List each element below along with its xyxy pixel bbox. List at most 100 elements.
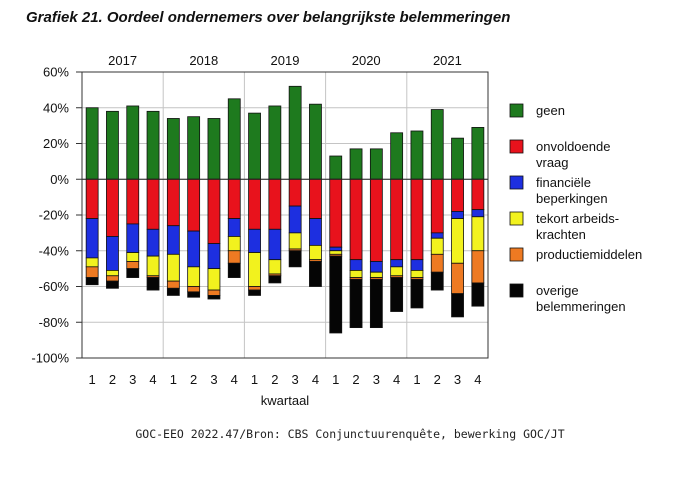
bar-segment bbox=[166, 225, 180, 255]
x-tick-label: 2 bbox=[109, 372, 116, 387]
bar-segment bbox=[106, 275, 119, 282]
legend-label: financiële beperkingen bbox=[536, 175, 608, 206]
bar-segment bbox=[106, 178, 119, 237]
x-tick-label: 4 bbox=[149, 372, 156, 387]
bar-segment bbox=[227, 250, 241, 264]
bar-segment bbox=[268, 275, 282, 284]
y-tick-label: -80% bbox=[39, 315, 70, 330]
bar-segment bbox=[471, 209, 485, 218]
legend-label: overige belemmeringen bbox=[536, 283, 626, 314]
bar-segment bbox=[85, 218, 99, 259]
bar-segment bbox=[126, 223, 140, 253]
bar-segment bbox=[187, 230, 201, 268]
bar-segment bbox=[410, 178, 424, 261]
bar-segment bbox=[471, 127, 485, 180]
bar-segment bbox=[248, 252, 261, 287]
bar-segment bbox=[369, 148, 383, 180]
bar-segment bbox=[207, 295, 221, 300]
bar-segment bbox=[369, 278, 383, 329]
bar-segment bbox=[349, 148, 363, 180]
bar-segment bbox=[146, 255, 160, 277]
x-tick-label: 2 bbox=[271, 372, 278, 387]
x-tick-label: 2 bbox=[352, 372, 359, 387]
year-label: 2020 bbox=[352, 53, 381, 68]
bar-segment bbox=[268, 259, 282, 275]
bar-segment bbox=[451, 293, 464, 318]
axis-layer: -100% -80% -60% -40% -20% 0% 20% 40% 60% 2017 2018… bbox=[31, 53, 481, 408]
bar-segment bbox=[106, 270, 119, 277]
bar-segment bbox=[309, 244, 322, 261]
bar-segment bbox=[227, 98, 241, 180]
bar-segment bbox=[85, 107, 99, 180]
bar-segment bbox=[187, 178, 201, 232]
bar-segment bbox=[187, 291, 201, 298]
bar-segment bbox=[369, 261, 383, 273]
legend-swatch bbox=[509, 175, 524, 190]
grid-layer bbox=[82, 71, 488, 359]
bar-segment bbox=[329, 246, 343, 252]
x-tick-label: 4 bbox=[393, 372, 400, 387]
bar-segment bbox=[126, 261, 140, 270]
bar-segment bbox=[85, 178, 99, 219]
bar-segment bbox=[248, 289, 261, 296]
bar-segment bbox=[248, 178, 261, 230]
bar-segment bbox=[369, 178, 383, 262]
x-tick-label: 3 bbox=[454, 372, 461, 387]
bar-segment bbox=[390, 277, 404, 312]
x-tick-label: 1 bbox=[332, 372, 339, 387]
bar-segment bbox=[451, 211, 464, 219]
bar-segment bbox=[430, 178, 444, 234]
bar-segment bbox=[471, 250, 485, 284]
bar-segment bbox=[207, 178, 221, 244]
legend-label: productiemiddelen bbox=[536, 247, 642, 262]
bar-segment bbox=[166, 253, 180, 282]
bar-segment bbox=[430, 237, 444, 255]
bar-segment bbox=[227, 178, 241, 219]
bar-segment bbox=[227, 218, 241, 237]
bar-segment bbox=[207, 268, 221, 291]
bar-segment bbox=[126, 268, 140, 278]
bar-segment bbox=[227, 236, 241, 252]
bar-segment bbox=[329, 255, 343, 334]
x-tick-label: 1 bbox=[89, 372, 96, 387]
bar-segment bbox=[309, 261, 322, 287]
bar-segment bbox=[227, 262, 241, 278]
bar-segment bbox=[390, 178, 404, 261]
bar-segment bbox=[471, 282, 485, 307]
bar-segment bbox=[248, 286, 261, 291]
bar-segment bbox=[369, 271, 383, 278]
bar-segment bbox=[309, 178, 322, 219]
year-label: 2017 bbox=[108, 53, 137, 68]
y-tick-label: 40% bbox=[43, 100, 69, 115]
year-label: 2021 bbox=[433, 53, 462, 68]
bar-segment bbox=[471, 216, 485, 252]
bar-segment bbox=[268, 178, 282, 230]
chart-title: Grafiek 21. Oordeel ondernemers over bel… bbox=[26, 9, 511, 26]
legend-label: geen bbox=[536, 103, 565, 118]
bar-segment bbox=[390, 266, 404, 277]
bar-segment bbox=[349, 178, 363, 261]
legend-label: tekort arbeids-krachten bbox=[536, 211, 619, 242]
bar-segment bbox=[106, 236, 119, 271]
bar-segment bbox=[85, 266, 99, 278]
bar-segment bbox=[309, 103, 322, 180]
bar-segment bbox=[146, 228, 160, 257]
bar-segment bbox=[410, 259, 424, 271]
bar-segment bbox=[390, 132, 404, 180]
bar-segment bbox=[85, 277, 99, 286]
legend-label: onvoldoende vraag bbox=[536, 139, 610, 170]
y-tick-label: 0% bbox=[50, 172, 69, 187]
x-tick-label: 2 bbox=[190, 372, 197, 387]
x-tick-label: 3 bbox=[292, 372, 299, 387]
x-tick-label: 3 bbox=[210, 372, 217, 387]
bar-segment bbox=[410, 130, 424, 180]
bar-segment bbox=[146, 110, 160, 180]
bar-segment bbox=[166, 178, 180, 227]
year-label: 2018 bbox=[189, 53, 218, 68]
x-tick-label: 1 bbox=[251, 372, 258, 387]
bar-segment bbox=[349, 278, 363, 329]
x-tick-label: 4 bbox=[231, 372, 238, 387]
legend-swatch bbox=[509, 103, 524, 118]
bar-segment bbox=[106, 110, 119, 180]
y-tick-label: 60% bbox=[43, 65, 69, 80]
